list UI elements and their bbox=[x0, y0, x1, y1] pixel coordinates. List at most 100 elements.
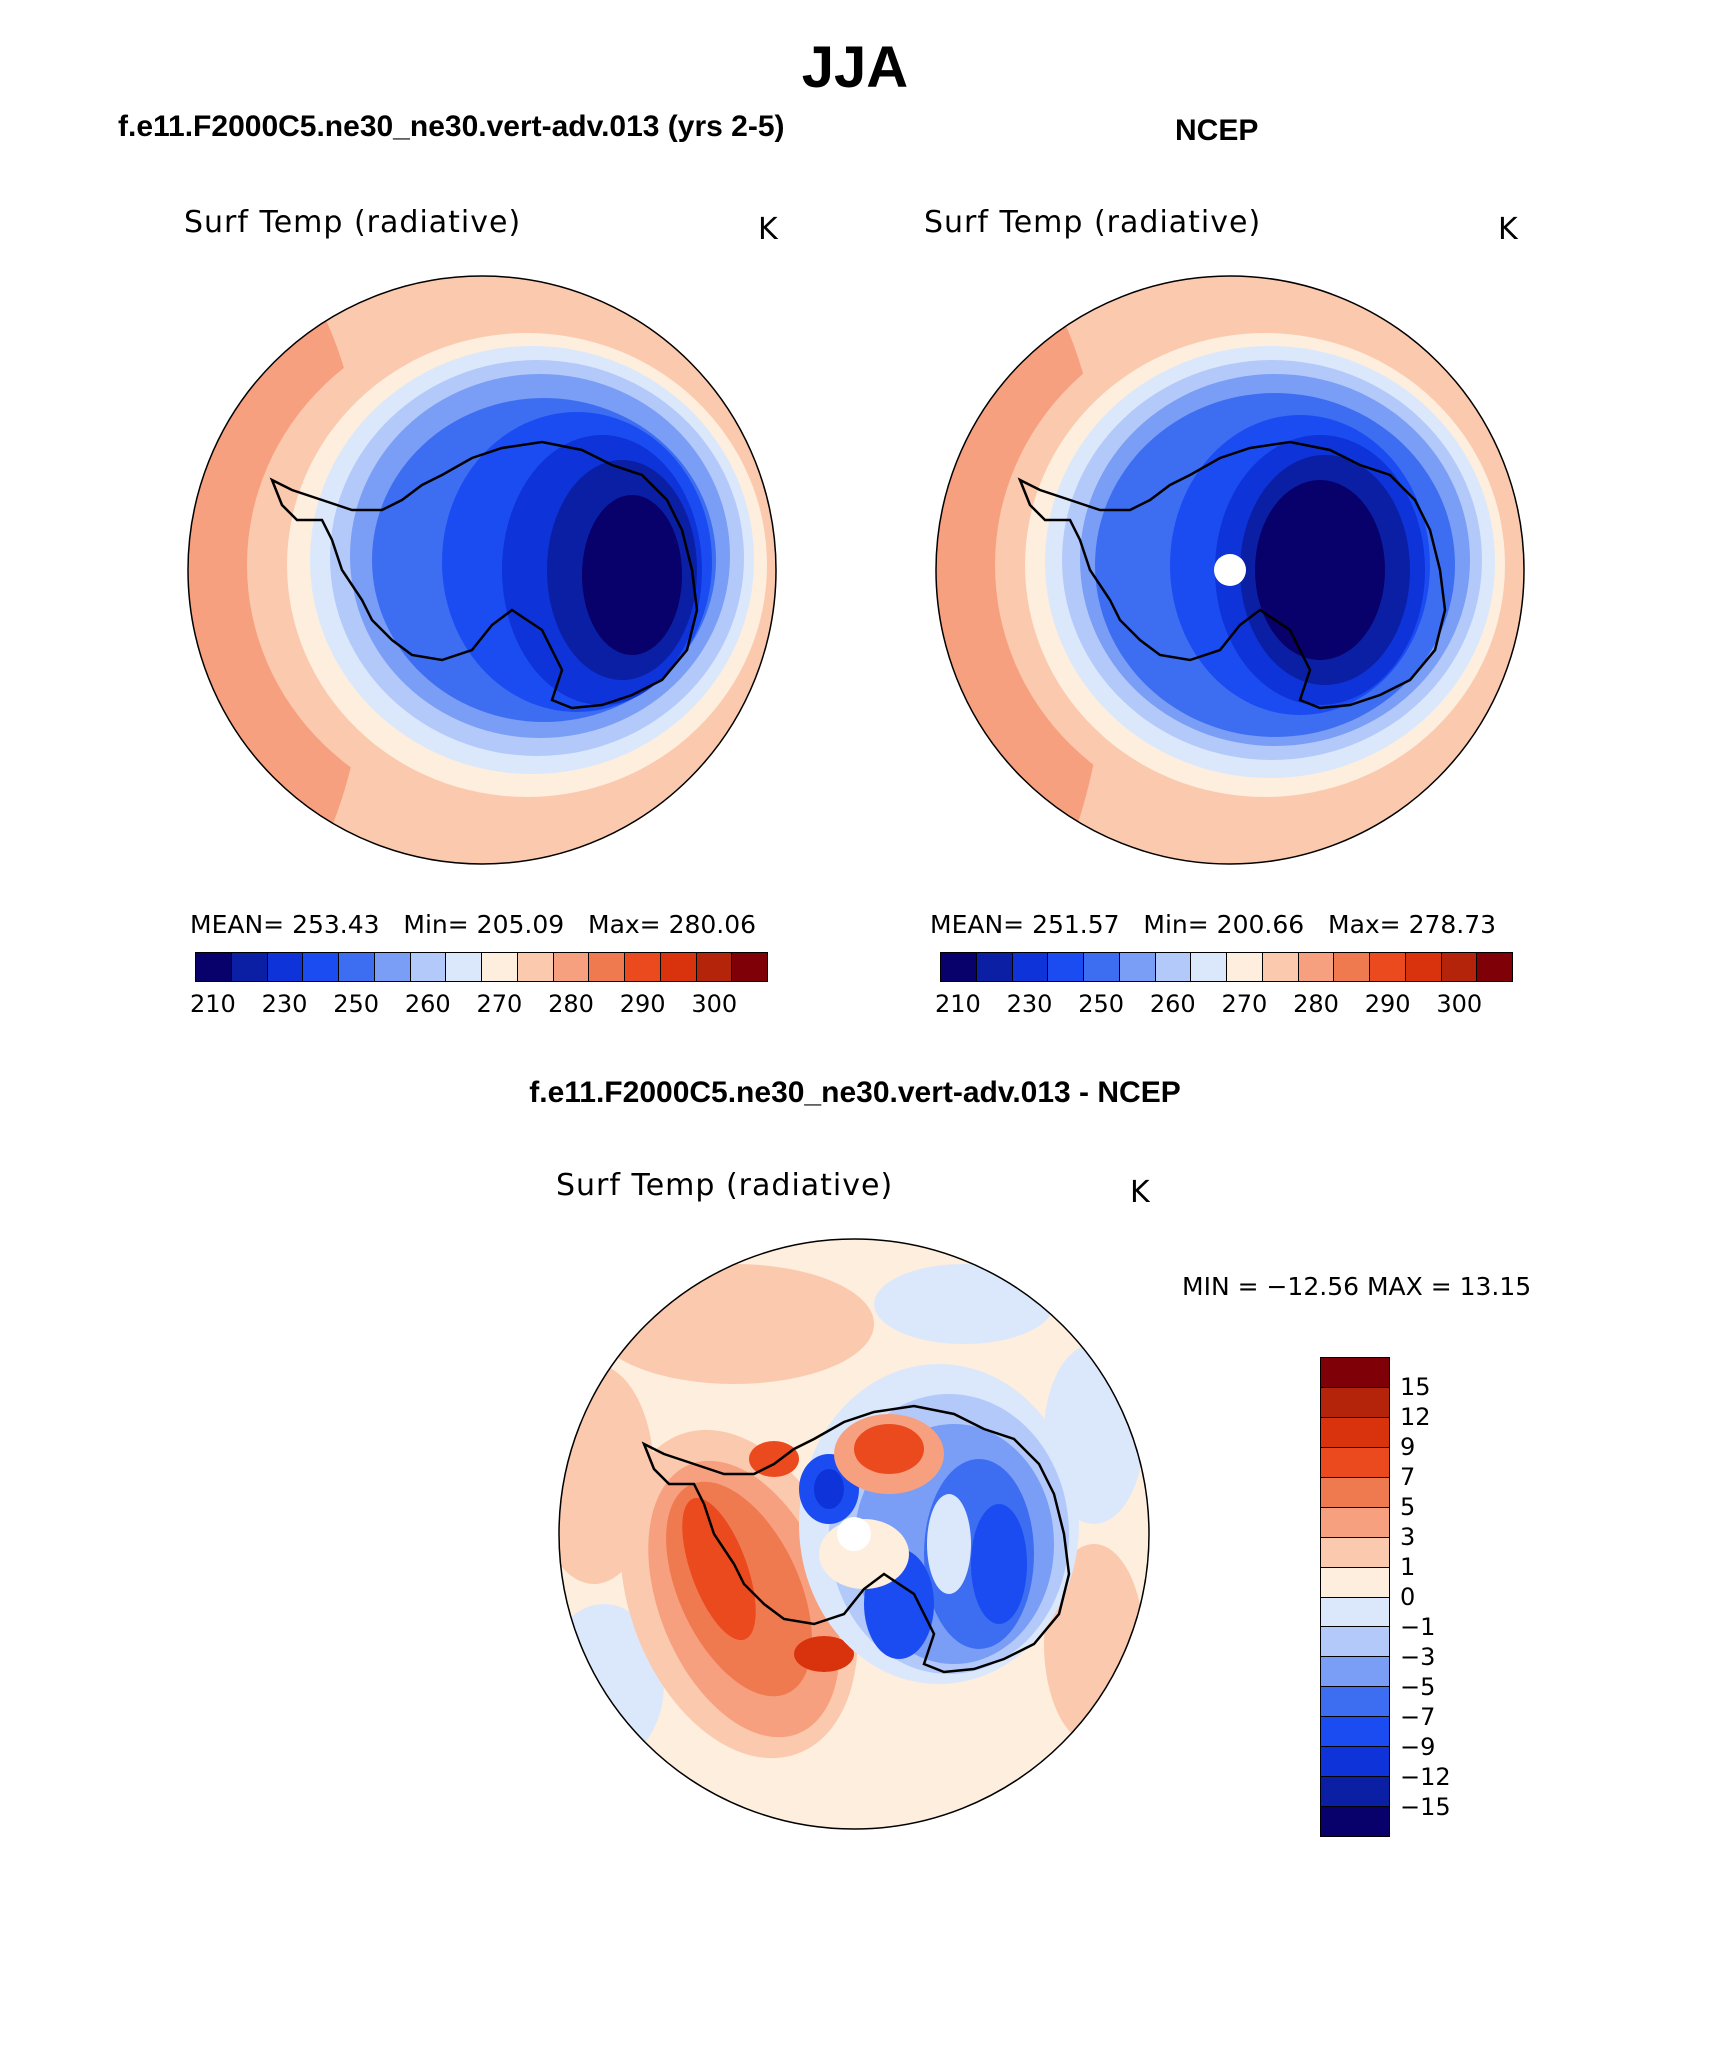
model-mean-label: MEAN= bbox=[190, 910, 285, 939]
model-colorbar-cell bbox=[196, 953, 232, 981]
model-colorbar-cell bbox=[589, 953, 625, 981]
model-colorbar-cell bbox=[446, 953, 482, 981]
diff-colorbar-cell bbox=[1321, 1657, 1389, 1688]
model-colorbar-cell bbox=[231, 953, 268, 981]
obs-max-label: Max= bbox=[1328, 910, 1401, 939]
obs-colorbar-tick-label: 290 bbox=[1364, 990, 1411, 1018]
model-variable-label: Surf Temp (radiative) bbox=[184, 205, 522, 240]
diff-colorbar-tick-label: 9 bbox=[1400, 1433, 1416, 1461]
obs-colorbar-cell bbox=[1334, 953, 1370, 981]
diff-colorbar-cell bbox=[1321, 1417, 1389, 1448]
diff-colorbar-tick-label: 0 bbox=[1400, 1583, 1416, 1611]
model-colorbar-cell bbox=[267, 953, 304, 981]
obs-colorbar-cell bbox=[1370, 953, 1406, 981]
model-colorbar-cell bbox=[303, 953, 339, 981]
obs-colorbar-cell bbox=[1155, 953, 1192, 981]
diff-colorbar-cell bbox=[1321, 1447, 1389, 1478]
model-colorbar-tick-label: 270 bbox=[476, 990, 523, 1018]
model-colorbar-tick-label: 210 bbox=[190, 990, 236, 1018]
model-max-value: 280.06 bbox=[668, 910, 757, 939]
model-case-title: f.e11.F2000C5.ne30_ne30.vert-adv.013 (yr… bbox=[118, 110, 785, 143]
model-colorbar-cell bbox=[482, 953, 518, 981]
obs-colorbar bbox=[940, 952, 1513, 982]
diff-colorbar-cell bbox=[1321, 1717, 1389, 1748]
obs-mean-value: 251.57 bbox=[1032, 910, 1120, 939]
obs-colorbar-cell bbox=[1227, 953, 1263, 981]
obs-variable-label: Surf Temp (radiative) bbox=[924, 205, 1262, 240]
obs-stats: MEAN= 251.57 Min= 200.66 Max= 278.73 bbox=[930, 910, 1496, 939]
diff-colorbar-tick-label: −15 bbox=[1400, 1793, 1451, 1821]
diff-colorbar-cell bbox=[1321, 1687, 1389, 1718]
page-title: JJA bbox=[801, 35, 909, 100]
diff-colorbar-tick-label: 12 bbox=[1400, 1403, 1431, 1431]
diff-colorbar-cell bbox=[1321, 1807, 1389, 1836]
obs-colorbar-tick-label: 260 bbox=[1149, 990, 1196, 1018]
obs-colorbar-cell bbox=[1405, 953, 1442, 981]
obs-colorbar-cell bbox=[1262, 953, 1299, 981]
diff-colorbar-tick-label: 5 bbox=[1400, 1493, 1416, 1521]
obs-min-value: 200.66 bbox=[1216, 910, 1305, 939]
model-polar-map bbox=[187, 275, 777, 865]
diff-colorbar-tick-label: 15 bbox=[1400, 1373, 1431, 1401]
model-colorbar-cell bbox=[696, 953, 733, 981]
diff-polar-map bbox=[558, 1238, 1150, 1830]
obs-colorbar-cell bbox=[1441, 953, 1478, 981]
diff-colorbar-tick-label: −9 bbox=[1400, 1733, 1436, 1761]
obs-colorbar-cell bbox=[1012, 953, 1049, 981]
diff-variable-label: Surf Temp (radiative) bbox=[556, 1168, 894, 1203]
obs-colorbar-tick-label: 300 bbox=[1436, 990, 1483, 1018]
diff-colorbar-cell bbox=[1321, 1507, 1389, 1538]
obs-colorbar-cell bbox=[1048, 953, 1084, 981]
obs-min-label: Min= bbox=[1143, 910, 1209, 939]
obs-colorbar-tick-label: 280 bbox=[1293, 990, 1339, 1018]
diff-colorbar-tick-label: 7 bbox=[1400, 1463, 1416, 1491]
model-stats: MEAN= 253.43 Min= 205.09 Max= 280.06 bbox=[190, 910, 756, 939]
model-colorbar-tick-label: 250 bbox=[333, 990, 380, 1018]
model-colorbar-tick-label: 300 bbox=[691, 990, 738, 1018]
model-colorbar-cell bbox=[553, 953, 590, 981]
obs-case-title: NCEP bbox=[1175, 114, 1259, 147]
model-units-label: K bbox=[758, 212, 778, 247]
model-colorbar-tick-label: 230 bbox=[261, 990, 308, 1018]
model-colorbar-cell bbox=[339, 953, 375, 981]
obs-colorbar-cell bbox=[1477, 953, 1512, 981]
diff-colorbar-tick-label: −3 bbox=[1400, 1643, 1436, 1671]
diff-colorbar-cell bbox=[1321, 1387, 1389, 1418]
diff-colorbar-cell bbox=[1321, 1747, 1389, 1778]
model-min-value: 205.09 bbox=[476, 910, 565, 939]
model-colorbar-cell bbox=[410, 953, 447, 981]
model-colorbar-cell bbox=[660, 953, 697, 981]
model-colorbar-cell bbox=[517, 953, 554, 981]
obs-colorbar-cell bbox=[1298, 953, 1335, 981]
obs-colorbar-cell bbox=[976, 953, 1013, 981]
diff-colorbar-cell bbox=[1321, 1477, 1389, 1508]
obs-polar-map bbox=[935, 275, 1525, 865]
diff-units-label: K bbox=[1130, 1175, 1150, 1210]
obs-units-label: K bbox=[1498, 212, 1518, 247]
diff-minmax: MIN = −12.56 MAX = 13.15 bbox=[1182, 1272, 1532, 1301]
obs-colorbar-tick-label: 250 bbox=[1078, 990, 1125, 1018]
model-min-label: Min= bbox=[403, 910, 469, 939]
diff-colorbar-tick-label: −5 bbox=[1400, 1673, 1436, 1701]
obs-mean-label: MEAN= bbox=[930, 910, 1025, 939]
model-colorbar-tick-label: 290 bbox=[619, 990, 666, 1018]
diff-colorbar-tick-label: −12 bbox=[1400, 1763, 1451, 1791]
model-max-label: Max= bbox=[588, 910, 661, 939]
obs-colorbar-tick-label: 210 bbox=[935, 990, 981, 1018]
obs-colorbar-cell bbox=[1084, 953, 1120, 981]
diff-colorbar-cell bbox=[1321, 1537, 1389, 1568]
diff-colorbar-tick-label: −7 bbox=[1400, 1703, 1436, 1731]
diff-colorbar-tick-label: −1 bbox=[1400, 1613, 1436, 1641]
diff-colorbar-tick-label: 3 bbox=[1400, 1523, 1416, 1551]
diff-colorbar-cell bbox=[1321, 1358, 1389, 1388]
obs-colorbar-cell bbox=[941, 953, 977, 981]
model-colorbar-tick-label: 280 bbox=[548, 990, 594, 1018]
diff-colorbar-cell bbox=[1321, 1777, 1389, 1808]
diff-colorbar bbox=[1320, 1357, 1390, 1837]
model-colorbar-tick-label: 260 bbox=[404, 990, 451, 1018]
obs-colorbar-cell bbox=[1119, 953, 1156, 981]
model-colorbar-cell bbox=[732, 953, 767, 981]
model-colorbar bbox=[195, 952, 768, 982]
diff-colorbar-cell bbox=[1321, 1627, 1389, 1658]
obs-colorbar-tick-label: 270 bbox=[1221, 990, 1268, 1018]
